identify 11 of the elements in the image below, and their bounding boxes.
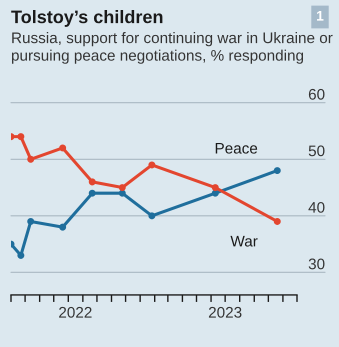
chart-title: Tolstoy’s children [11,10,162,27]
x-tick-label: 2023 [208,306,242,318]
series-label: War [230,236,258,247]
y-tick-label: 40 [308,202,325,213]
y-tick-label: 50 [308,145,325,156]
x-tick-label: 2022 [59,306,92,318]
y-tick-label: 30 [308,258,325,270]
y-tick-label: 60 [308,88,325,100]
chart-subtitle: Russia, support for continuing war in Ukraine or pursuing peace negotiations, % responding [12,32,333,64]
series-label: Peace [216,143,258,154]
text: 1 [317,11,324,21]
